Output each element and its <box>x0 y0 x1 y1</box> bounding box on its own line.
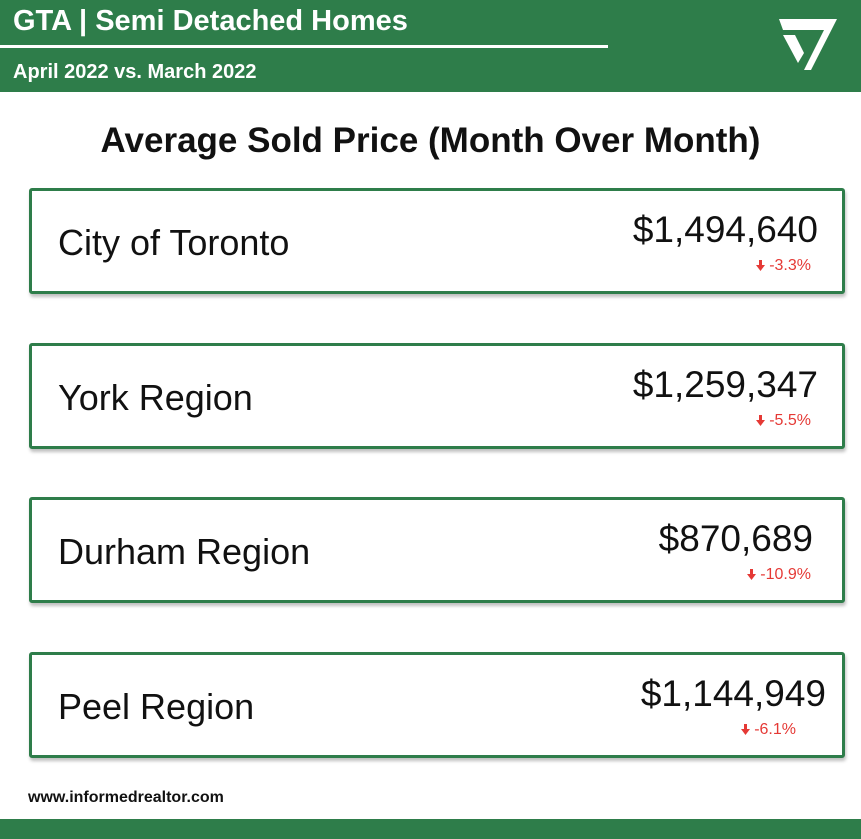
footer-bar <box>0 819 861 839</box>
average-sold-price: $1,144,949 <box>640 673 826 714</box>
month-over-month-change: -3.3% <box>756 256 811 276</box>
down-arrow-icon <box>747 569 757 580</box>
month-over-month-change: -10.9% <box>747 565 811 585</box>
average-sold-price: $870,689 <box>658 518 813 559</box>
page-title: GTA | Semi Detached Homes <box>13 5 408 37</box>
down-arrow-icon <box>741 724 751 735</box>
region-card-city-of-toronto: City of Toronto $1,494,640 -3.3% <box>29 188 845 294</box>
region-card-durham-region: Durham Region $870,689 -10.9% <box>29 497 845 603</box>
region-name: City of Toronto <box>58 222 290 263</box>
average-sold-price: $1,494,640 <box>632 209 818 250</box>
change-percent: -5.5% <box>769 412 811 429</box>
month-over-month-change: -6.1% <box>741 720 796 740</box>
change-percent: -10.9% <box>760 566 811 583</box>
header-divider <box>0 45 608 48</box>
region-card-york-region: York Region $1,259,347 -5.5% <box>29 343 845 449</box>
down-arrow-icon <box>756 415 766 426</box>
header-banner: GTA | Semi Detached Homes April 2022 vs.… <box>0 0 861 92</box>
region-name: Peel Region <box>58 686 255 727</box>
change-percent: -3.3% <box>769 257 811 274</box>
month-over-month-change: -5.5% <box>756 411 811 431</box>
region-name: York Region <box>58 377 253 418</box>
down-arrow-icon <box>756 260 766 271</box>
average-sold-price: $1,259,347 <box>632 364 818 405</box>
region-card-peel-region: Peel Region $1,144,949 -6.1% <box>29 652 845 758</box>
checkmark-triangle-icon <box>779 19 837 70</box>
website-url: www.informedrealtor.com <box>28 789 224 806</box>
page-subtitle: April 2022 vs. March 2022 <box>13 61 257 83</box>
section-title: Average Sold Price (Month Over Month) <box>100 121 761 160</box>
change-percent: -6.1% <box>754 721 796 738</box>
region-name: Durham Region <box>58 531 311 572</box>
